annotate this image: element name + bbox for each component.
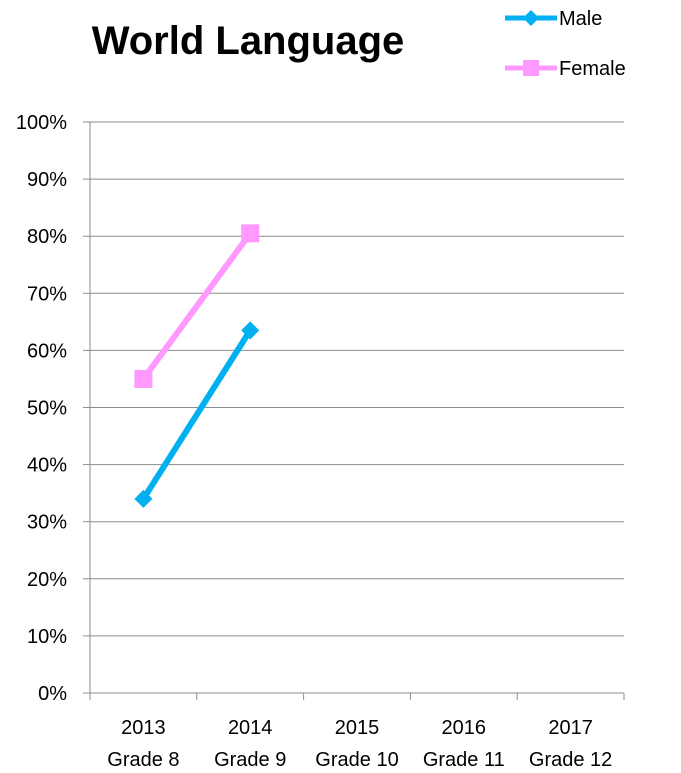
series-female bbox=[134, 224, 260, 388]
x-tick-label-year: 2016 bbox=[442, 717, 487, 739]
legend-item-female: Female bbox=[505, 58, 626, 80]
y-tick-label: 30% bbox=[27, 512, 67, 534]
y-tick-label: 70% bbox=[27, 283, 67, 305]
chart-title: World Language bbox=[92, 19, 405, 63]
legend-swatch-marker bbox=[523, 60, 539, 76]
data-point-male bbox=[241, 321, 260, 340]
series-line-female bbox=[140, 231, 253, 381]
y-tick-label: 0% bbox=[38, 683, 67, 705]
x-tick-label-year: 2015 bbox=[335, 717, 380, 739]
y-tick-label: 50% bbox=[27, 398, 67, 420]
series-layer bbox=[134, 224, 260, 508]
data-point-male bbox=[134, 489, 153, 508]
x-tick-label-grade: Grade 9 bbox=[214, 749, 286, 771]
series-male bbox=[134, 321, 260, 508]
y-tick-label: 90% bbox=[27, 169, 67, 191]
legend-label: Female bbox=[559, 58, 626, 80]
y-tick-label: 60% bbox=[27, 340, 67, 362]
x-tick-label-grade: Grade 11 bbox=[423, 749, 505, 771]
x-tick-label-year: 2013 bbox=[121, 717, 166, 739]
x-tick-label-grade: Grade 10 bbox=[315, 749, 398, 771]
data-point-female bbox=[134, 369, 153, 388]
y-tick-label: 100% bbox=[16, 112, 67, 134]
x-tick-label-year: 2017 bbox=[548, 717, 593, 739]
x-tick-label-grade: Grade 8 bbox=[107, 749, 179, 771]
legend-label: Male bbox=[559, 8, 602, 30]
legend: Male Female bbox=[505, 8, 626, 80]
data-point-female bbox=[241, 224, 260, 243]
series-line-male bbox=[140, 328, 253, 501]
x-tick-label-grade: Grade 12 bbox=[529, 749, 612, 771]
y-tick-label: 80% bbox=[27, 226, 67, 248]
x-tick-label-year: 2014 bbox=[228, 717, 273, 739]
y-tick-label: 10% bbox=[27, 626, 67, 648]
axes bbox=[83, 121, 625, 700]
gridlines bbox=[90, 121, 624, 637]
y-tick-label: 20% bbox=[27, 569, 67, 591]
legend-item-male: Male bbox=[505, 8, 602, 30]
x-tick-labels: 2013 Grade 8 2014 Grade 9 2015 Grade 10 2016 Gr… bbox=[107, 717, 612, 771]
y-tick-labels: 0% 10% 20% 30% 40% 50% 60% 70% 80% 90% 100% bbox=[16, 112, 67, 705]
legend-swatch-marker bbox=[523, 10, 539, 26]
y-tick-label: 40% bbox=[27, 455, 67, 477]
